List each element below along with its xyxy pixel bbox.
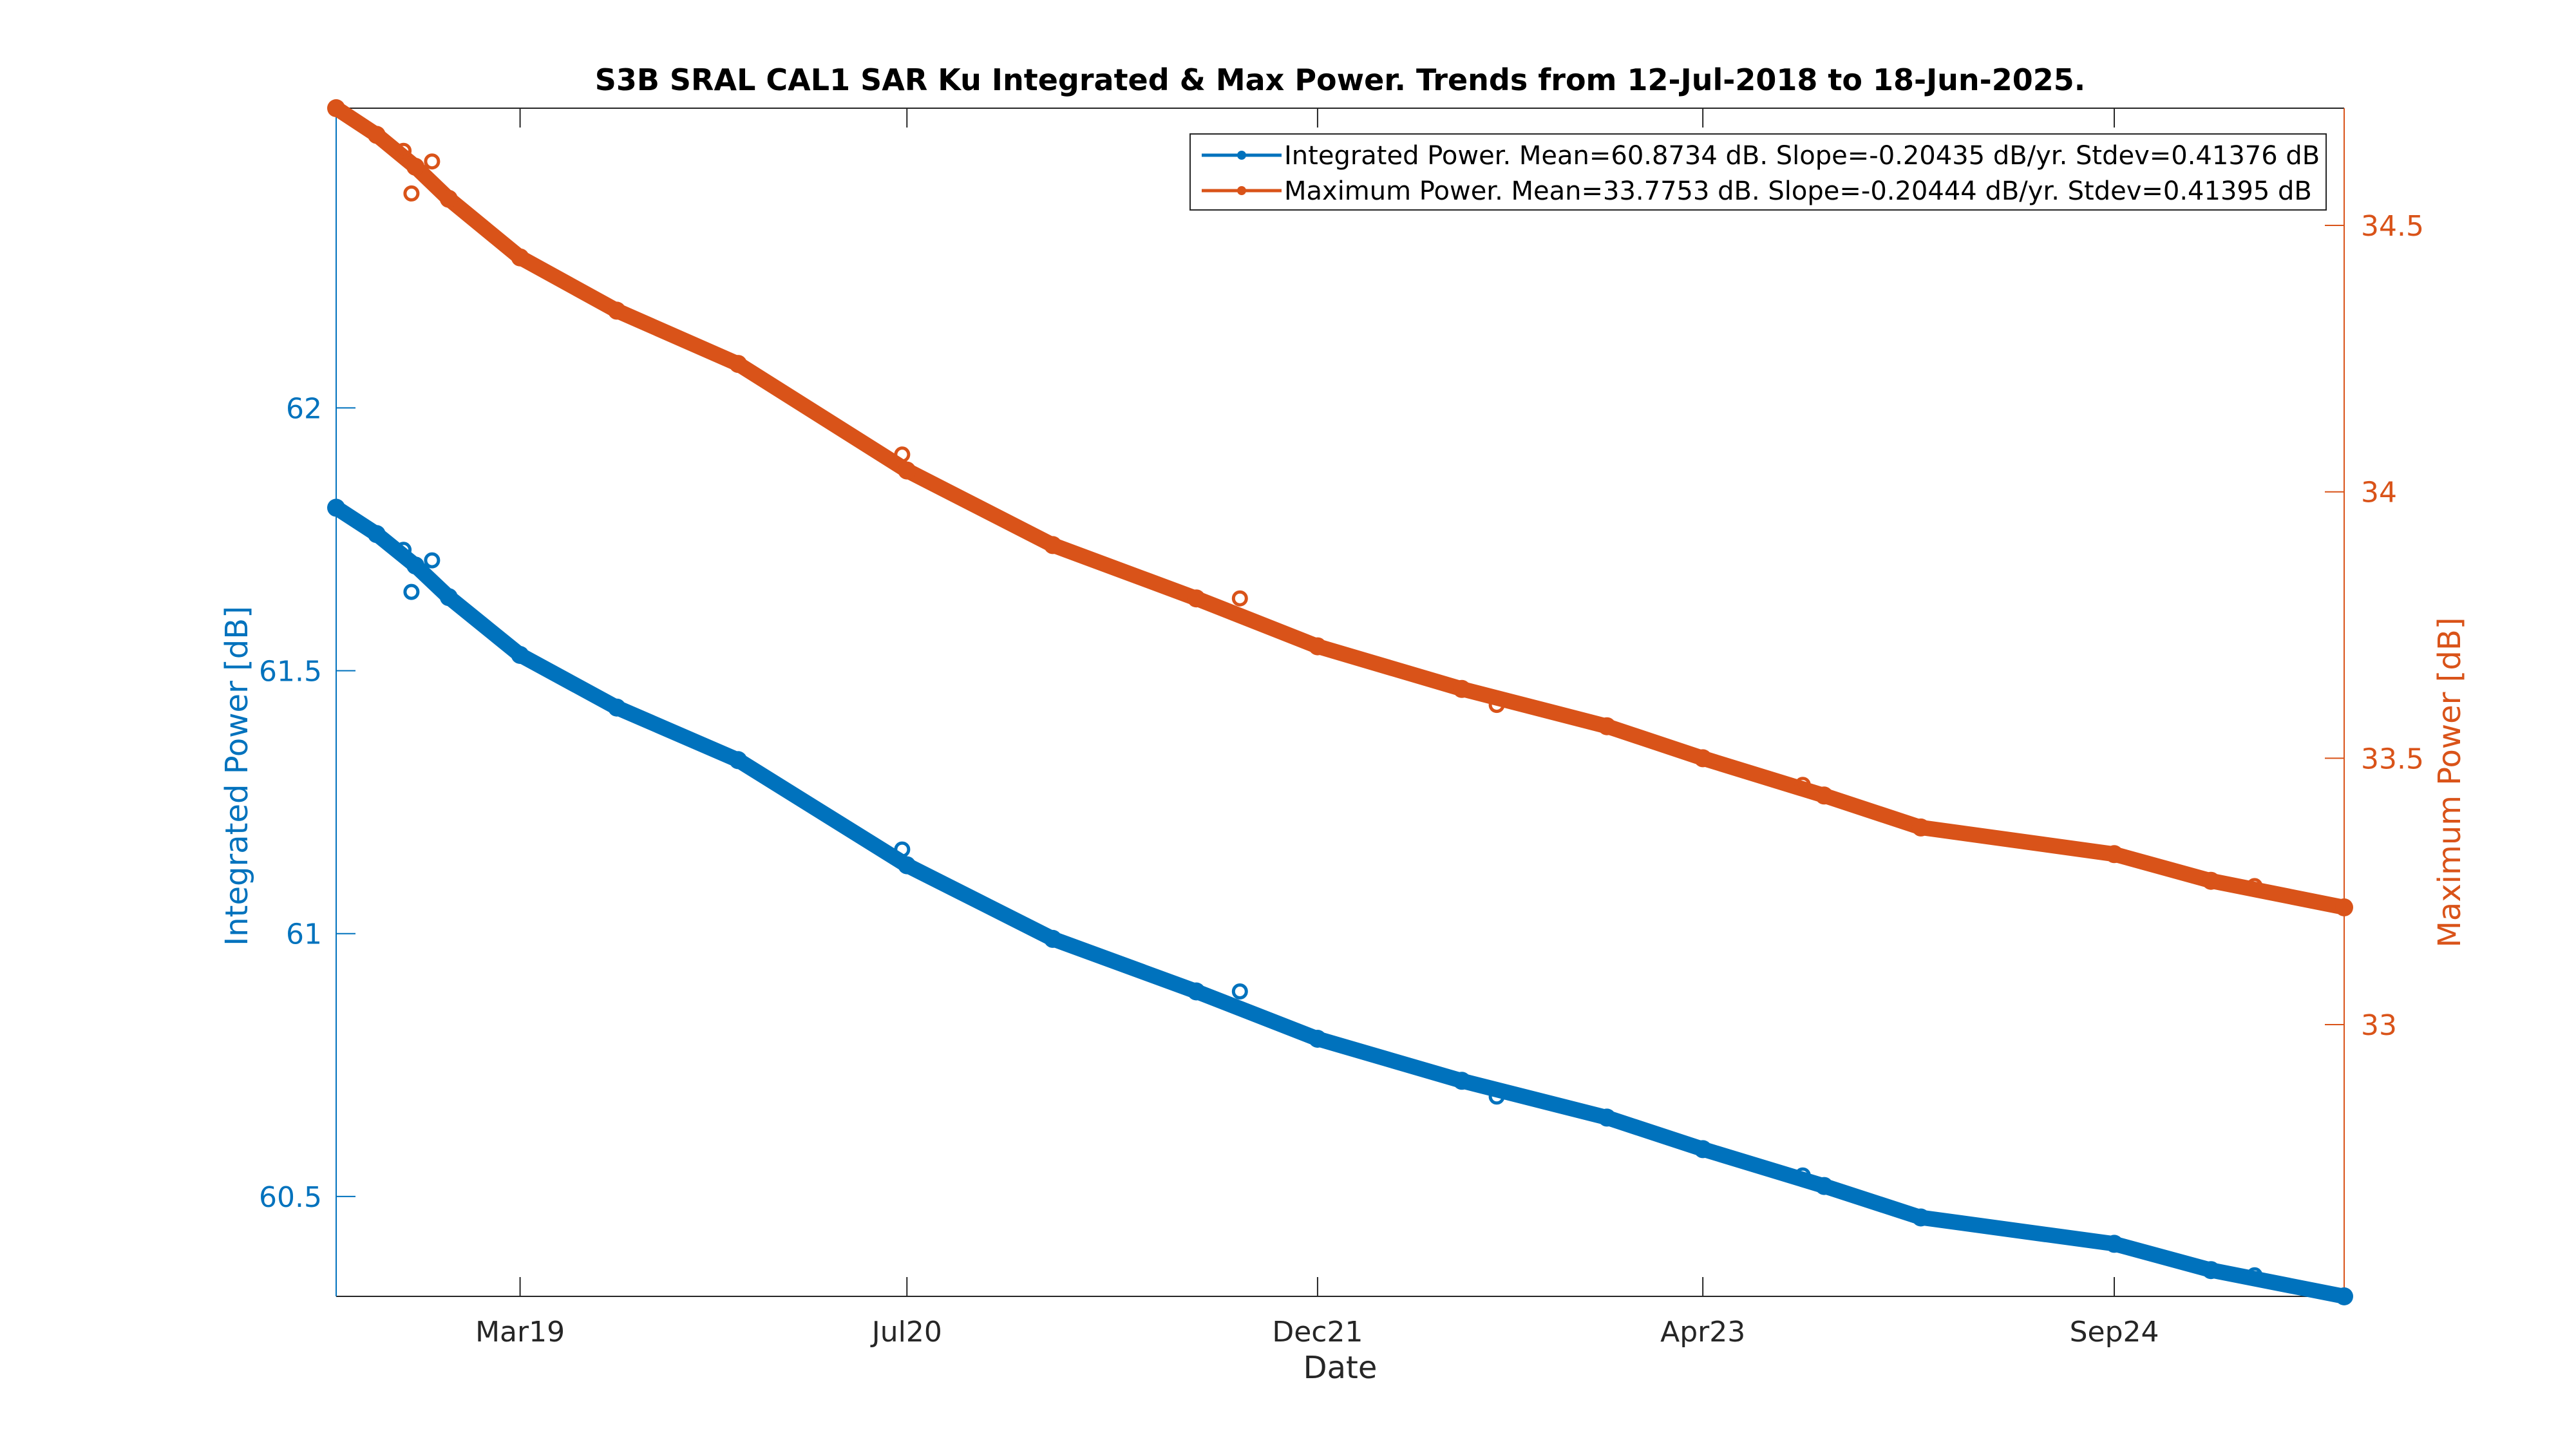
y-axis-label-right: Maximum Power [dB] [2432, 618, 2468, 948]
data-point-maximum [2202, 871, 2221, 890]
data-point-maximum [367, 126, 386, 144]
legend: Integrated Power. Mean=60.8734 dB. Slope… [1189, 133, 2327, 211]
data-point-maximum [607, 301, 626, 320]
x-axis-label: Date [1303, 1350, 1378, 1386]
y-tick-label-left: 62 [286, 392, 322, 425]
outlier-point-integrated [395, 542, 412, 558]
data-point-maximum [1308, 637, 1327, 656]
data-point-integrated [898, 856, 916, 875]
outlier-point-maximum [1794, 777, 1811, 793]
outlier-point-integrated [2246, 1267, 2263, 1283]
outlier-point-maximum [1231, 590, 1248, 607]
data-point-maximum [1043, 536, 1062, 554]
y-tick-label-left: 60.5 [259, 1181, 322, 1214]
data-point-maximum [1694, 749, 1712, 768]
data-point-integrated [367, 525, 386, 544]
data-point-integrated [1694, 1140, 1712, 1159]
y-axis-label-left: Integrated Power [dB] [219, 606, 255, 946]
data-point-integrated [1308, 1030, 1327, 1048]
data-point-maximum [327, 99, 345, 117]
outlier-point-maximum [894, 446, 911, 463]
outlier-point-integrated [1794, 1167, 1811, 1184]
data-point-maximum [1187, 589, 1206, 608]
outlier-point-maximum [403, 185, 420, 202]
y-tick-label-left: 61 [286, 918, 322, 951]
y-tick-label-right: 34.5 [2361, 210, 2424, 243]
data-point-integrated [1453, 1072, 1471, 1090]
outlier-point-integrated [424, 552, 440, 569]
data-point-integrated [1187, 982, 1206, 1001]
legend-swatch-maximum-marker [1237, 186, 1246, 195]
data-point-integrated [1043, 929, 1062, 948]
data-point-integrated [406, 556, 425, 575]
legend-entry-integrated: Integrated Power. Mean=60.8734 dB. Slope… [1284, 141, 2320, 171]
legend-box [1189, 133, 2327, 211]
data-point-integrated [327, 498, 345, 517]
outlier-point-integrated [1488, 1088, 1505, 1105]
x-tick-label: Sep24 [2070, 1316, 2159, 1349]
outlier-point-maximum [424, 153, 440, 170]
x-tick-label: Jul20 [870, 1316, 942, 1349]
data-point-maximum [2335, 898, 2353, 916]
data-point-integrated [2105, 1235, 2123, 1253]
y-tick-label-left: 61.5 [259, 656, 322, 688]
data-point-maximum [2105, 845, 2123, 864]
outlier-point-maximum [2246, 878, 2263, 895]
y-tick-label-right: 34 [2361, 477, 2397, 509]
data-point-maximum [511, 248, 529, 267]
data-point-maximum [1453, 679, 1471, 698]
outlier-point-integrated [1231, 983, 1248, 999]
y-tick-label-right: 33 [2361, 1009, 2397, 1042]
chart-title: S3B SRAL CAL1 SAR Ku Integrated & Max Po… [595, 62, 2086, 97]
data-point-integrated [2335, 1287, 2353, 1305]
x-tick-label: Dec21 [1272, 1316, 1363, 1349]
data-point-integrated [1815, 1177, 1833, 1195]
series-line-integrated [328, 500, 2352, 1304]
outlier-point-maximum [1488, 697, 1505, 714]
data-point-maximum [1598, 717, 1616, 735]
data-point-integrated [439, 588, 458, 607]
legend-swatch-integrated-marker [1237, 151, 1246, 160]
data-point-integrated [511, 646, 529, 664]
outlier-point-maximum [395, 142, 412, 159]
data-point-integrated [607, 698, 626, 717]
data-point-maximum [1815, 786, 1833, 805]
data-point-integrated [729, 751, 748, 770]
data-point-maximum [1911, 818, 1930, 837]
data-point-integrated [1911, 1208, 1930, 1227]
y-tick-label-right: 33.5 [2361, 743, 2424, 775]
series-line-maximum [328, 100, 2352, 915]
legend-entry-maximum: Maximum Power. Mean=33.7753 dB. Slope=-0… [1284, 176, 2312, 206]
data-point-maximum [729, 355, 748, 374]
x-tick-label: Mar19 [475, 1316, 565, 1349]
data-point-maximum [898, 461, 916, 480]
plot-area: Mar19 Jul20 Dec21 Apr23 Sep24 60.5 61 61.5 62 33 3… [259, 99, 2424, 1349]
outlier-point-integrated [894, 841, 911, 858]
data-point-integrated [1598, 1108, 1616, 1127]
data-point-maximum [406, 158, 425, 176]
x-tick-label: Apr23 [1660, 1316, 1745, 1349]
outlier-point-integrated [403, 583, 420, 600]
data-point-integrated [2202, 1261, 2221, 1280]
data-point-maximum [439, 189, 458, 208]
